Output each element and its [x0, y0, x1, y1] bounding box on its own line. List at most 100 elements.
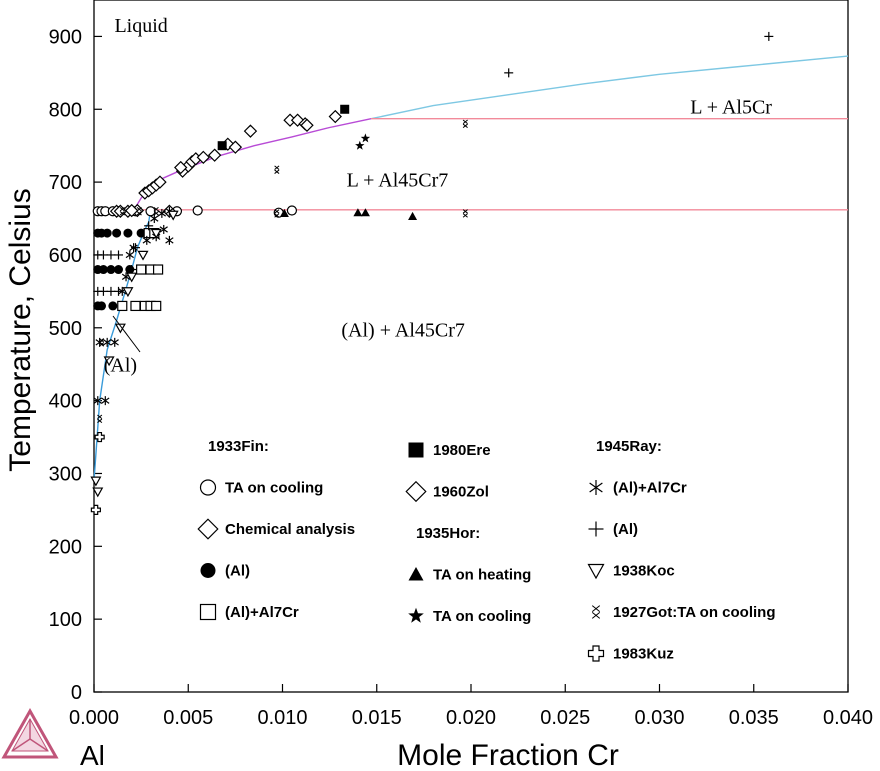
x-tick-label: 0.040	[823, 707, 873, 729]
data-point-triangle-open	[167, 210, 179, 221]
data-point-plus	[106, 286, 116, 296]
data-point-plus	[764, 31, 774, 41]
legend-marker-double-x	[591, 605, 601, 619]
data-point-square-open	[152, 264, 164, 275]
y-tick-label: 500	[49, 318, 82, 340]
phase-region-label: L + Al45Cr7	[347, 169, 449, 191]
data-point-asterisk	[165, 235, 174, 245]
legend-marker-asterisk	[589, 480, 603, 495]
data-point-diamond-open	[125, 203, 139, 218]
legend-group-header: 1945Ray:	[596, 438, 662, 455]
legend-entry-label: (Al)	[613, 521, 638, 538]
data-point-asterisk	[150, 214, 159, 224]
data-point-diamond-open	[290, 113, 305, 127]
legend-marker-circle-filled	[200, 563, 216, 578]
data-point-square-open	[151, 300, 162, 312]
y-tick-label: 100	[49, 609, 82, 631]
phase-boundary-line	[370, 55, 849, 120]
data-point-asterisk	[93, 396, 102, 406]
legend-entry-label: (Al)	[225, 563, 250, 580]
data-point-triangle-open	[90, 476, 102, 487]
data-point-triangle-filled	[408, 211, 418, 220]
data-point-circle-filled	[98, 265, 108, 275]
data-point-double-x	[274, 165, 280, 174]
y-tick-label: 0	[71, 682, 82, 704]
y-tick-label: 200	[49, 536, 82, 558]
phase-region-label: Liquid	[114, 15, 167, 37]
legend-marker-triangle-filled	[408, 567, 424, 581]
legend-marker-plus	[588, 521, 604, 537]
data-point-double-x	[153, 207, 159, 216]
data-point-square-open	[130, 300, 141, 312]
legend-marker-circle-open	[199, 479, 217, 496]
data-point-diamond-open	[207, 148, 222, 162]
data-point-plus	[114, 286, 124, 296]
data-point-triangle-open	[122, 287, 134, 298]
data-point-double-x	[462, 209, 468, 218]
x-axis-title: Mole Fraction Cr	[397, 739, 619, 771]
data-point-circle-filled	[106, 265, 116, 275]
y-axis-title: Temperature, Celsius	[4, 188, 37, 471]
data-point-asterisk	[103, 337, 112, 347]
data-point-circle-open	[145, 206, 156, 217]
legend-entry-label: 1980Ere	[433, 442, 491, 459]
data-point-circle-filled	[123, 228, 133, 238]
data-point-triangle-open	[137, 250, 149, 261]
data-point-double-x	[119, 207, 125, 216]
data-point-triangle-open	[103, 356, 115, 367]
data-point-diamond-open	[228, 140, 243, 154]
phase-region-label: (Al) + Al45Cr7	[341, 320, 465, 342]
data-point-double-x	[462, 119, 468, 129]
legend-entry-label: 1960Zol	[433, 484, 489, 501]
legend-marker-diamond-open	[197, 518, 219, 540]
data-point-circle-open	[286, 205, 298, 216]
x-tick-label: 0.015	[352, 707, 402, 729]
data-point-asterisk	[159, 224, 168, 234]
data-point-double-x	[97, 414, 103, 424]
data-point-triangle-filled	[360, 208, 370, 217]
legend-entry-label: 1938Koc	[613, 563, 675, 580]
data-point-circle-filled	[112, 228, 122, 238]
data-point-plus	[106, 250, 116, 260]
x-tick-label: 0.005	[163, 707, 213, 729]
data-point-asterisk	[125, 250, 134, 260]
data-point-triangle-filled	[279, 208, 289, 218]
data-point-plus	[114, 250, 124, 260]
x-tick-label: 0.020	[446, 707, 496, 729]
data-point-double-x	[274, 209, 280, 218]
data-point-asterisk	[101, 396, 110, 406]
y-tick-label: 700	[49, 172, 82, 194]
data-point-open-cross	[90, 504, 101, 515]
x-tick-label: 0.030	[634, 707, 684, 729]
x-tick-label: 0.035	[729, 707, 779, 729]
data-point-plus	[130, 243, 140, 253]
data-point-diamond-open	[153, 175, 167, 189]
legend-group-header: 1933Fin:	[208, 438, 269, 455]
data-point-plus	[98, 250, 108, 260]
data-point-plus	[144, 221, 154, 231]
legend-marker-open-cross	[587, 645, 605, 662]
data-point-square-open	[136, 264, 147, 275]
data-point-square-open	[117, 300, 128, 312]
y-tick-label: 800	[49, 99, 82, 121]
legend: 1933Fin: TA on cooling Chemical analysis (A…	[197, 438, 776, 663]
legend-group-header: 1935Hor:	[416, 525, 480, 542]
data-point-circle-open	[192, 205, 203, 216]
axis-ticks: 0 100 200 300 400 500 600 700 800 900 0.000 0.005 0.…	[49, 26, 873, 729]
data-point-plus	[98, 286, 108, 296]
data-point-diamond-open	[243, 124, 258, 138]
legend-entry-label: TA on cooling	[433, 608, 531, 625]
x-tick-label: 0.025	[540, 707, 590, 729]
data-point-diamond-open	[196, 150, 211, 165]
data-point-star-filled	[360, 133, 371, 143]
y-tick-label: 600	[49, 245, 82, 267]
data-point-triangle-open	[92, 487, 104, 498]
data-point-star-filled	[355, 140, 365, 150]
data-point-diamond-open	[174, 160, 188, 175]
experimental-data-points	[90, 31, 774, 515]
legend-entry-label: (Al)+Al7Cr	[225, 604, 299, 621]
data-point-triangle-open	[150, 228, 162, 239]
legend-marker-diamond-open	[405, 480, 427, 503]
data-point-open-cross	[94, 431, 105, 443]
